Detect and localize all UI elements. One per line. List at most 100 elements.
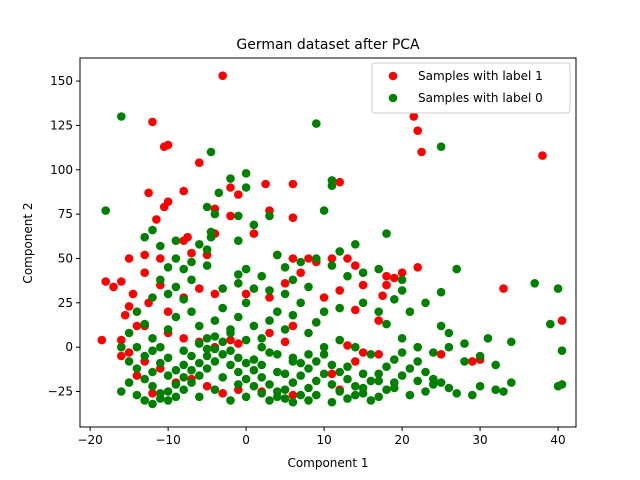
scatter-point-label-0 [491, 385, 501, 395]
scatter-point-label-0 [421, 298, 430, 308]
scatter-point-label-0 [265, 211, 274, 221]
scatter-point-label-0 [304, 364, 313, 373]
scatter-point-label-0 [241, 358, 251, 368]
scatter-point-label-0 [156, 358, 165, 368]
scatter-point-label-0 [202, 344, 212, 354]
scatter-point-label-0 [241, 335, 251, 345]
scatter-point-label-0 [195, 392, 204, 402]
scatter-point-label-0 [421, 367, 430, 377]
scatter-point-label-0 [210, 316, 220, 325]
legend-entry: Samples with label 1 [418, 69, 543, 83]
scatter-point-label-0 [179, 360, 188, 370]
scatter-point-label-0 [273, 307, 282, 317]
scatter-point-label-0 [241, 392, 251, 402]
scatter-point-label-1 [382, 271, 391, 281]
scatter-point-label-1 [117, 335, 126, 345]
scatter-point-label-1 [436, 350, 446, 359]
plot-frame [79, 57, 577, 428]
scatter-point-label-1 [288, 213, 298, 222]
scatter-point-label-1 [280, 279, 290, 288]
scatter-point-label-0 [319, 342, 329, 352]
scatter-point-label-1 [140, 268, 149, 278]
scatter-point-label-1 [499, 284, 508, 293]
scatter-point-label-0 [327, 380, 337, 389]
scatter-point-label-0 [148, 399, 157, 409]
scatter-point-label-0 [374, 392, 384, 402]
scatter-point-label-0 [374, 369, 384, 379]
scatter-point-label-1 [183, 232, 192, 242]
scatter-point-label-0 [140, 374, 149, 384]
scatter-point-label-0 [179, 373, 188, 382]
scatter-point-label-0 [241, 169, 251, 178]
scatter-point-label-0 [163, 353, 173, 363]
scatter-point-label-1 [241, 289, 251, 299]
scatter-point-label-0 [202, 202, 212, 212]
scatter-point-label-0 [148, 381, 157, 391]
scatter-point-label-0 [163, 289, 173, 299]
scatter-point-label-0 [249, 381, 259, 391]
scatter-point-label-0 [195, 339, 204, 348]
scatter-point-label-0 [358, 383, 368, 393]
scatter-point-label-0 [156, 394, 165, 403]
scatter-point-label-0 [234, 380, 243, 389]
scatter-point-label-0 [273, 367, 282, 377]
scatter-point-label-1 [335, 177, 345, 187]
scatter-point-label-0 [148, 334, 157, 343]
scatter-point-label-1 [101, 277, 110, 286]
scatter-point-label-1 [159, 142, 169, 151]
scatter-point-label-0 [557, 380, 567, 389]
scatter-point-label-1 [280, 337, 290, 347]
scatter-point-label-0 [397, 286, 407, 295]
scatter-point-label-0 [557, 346, 567, 356]
scatter-point-label-0 [234, 211, 243, 221]
legend-marker [388, 71, 398, 81]
scatter-point-label-0 [304, 396, 313, 405]
scatter-point-label-0 [257, 373, 267, 382]
scatter-point-label-0 [249, 284, 259, 293]
scatter-point-label-1 [343, 341, 352, 350]
x-tick-label: −10 [155, 433, 180, 447]
scatter-point-label-1 [234, 190, 243, 199]
scatter-point-label-1 [351, 357, 360, 366]
scatter-point-label-0 [210, 332, 220, 341]
scatter-point-label-0 [195, 240, 204, 249]
scatter-point-label-0 [124, 357, 134, 366]
scatter-point-label-0 [249, 220, 259, 230]
scatter-point-label-0 [210, 209, 220, 219]
scatter-point-label-0 [312, 318, 321, 327]
scatter-point-label-1 [374, 350, 384, 359]
scatter-point-label-0 [195, 358, 204, 368]
scatter-point-label-0 [436, 142, 446, 151]
scatter-point-label-0 [187, 365, 196, 375]
scatter-point-label-0 [405, 364, 415, 373]
scatter-point-label-0 [382, 362, 391, 372]
scatter-point-label-0 [327, 360, 337, 370]
scatter-point-label-0 [312, 390, 321, 400]
y-tick-label: 25 [58, 296, 73, 310]
scatter-point-label-0 [312, 376, 321, 386]
scatter-point-label-0 [351, 390, 360, 400]
scatter-point-label-0 [171, 312, 181, 322]
scatter-point-label-1 [351, 305, 360, 315]
scatter-point-label-0 [312, 254, 321, 263]
scatter-point-label-0 [335, 367, 345, 377]
scatter-point-label-0 [475, 381, 485, 391]
scatter-point-label-1 [179, 186, 188, 196]
scatter-point-label-1 [117, 351, 126, 361]
scatter-point-label-0 [210, 385, 220, 395]
scatter-point-label-0 [156, 342, 165, 352]
scatter-point-label-1 [296, 268, 306, 278]
scatter-point-label-1 [409, 112, 419, 121]
scatter-point-label-0 [163, 396, 173, 405]
scatter-point-label-0 [444, 328, 454, 338]
scatter-point-label-0 [460, 339, 469, 348]
scatter-point-label-0 [187, 378, 196, 387]
scatter-point-label-0 [249, 355, 259, 364]
scatter-point-label-0 [218, 337, 227, 347]
scatter-point-label-1 [343, 254, 352, 263]
scatter-point-label-0 [382, 319, 391, 329]
scatter-point-label-0 [280, 263, 290, 272]
scatter-point-label-1 [288, 179, 298, 189]
scatter-point-label-0 [148, 293, 157, 302]
scatter-point-label-1 [358, 348, 368, 357]
